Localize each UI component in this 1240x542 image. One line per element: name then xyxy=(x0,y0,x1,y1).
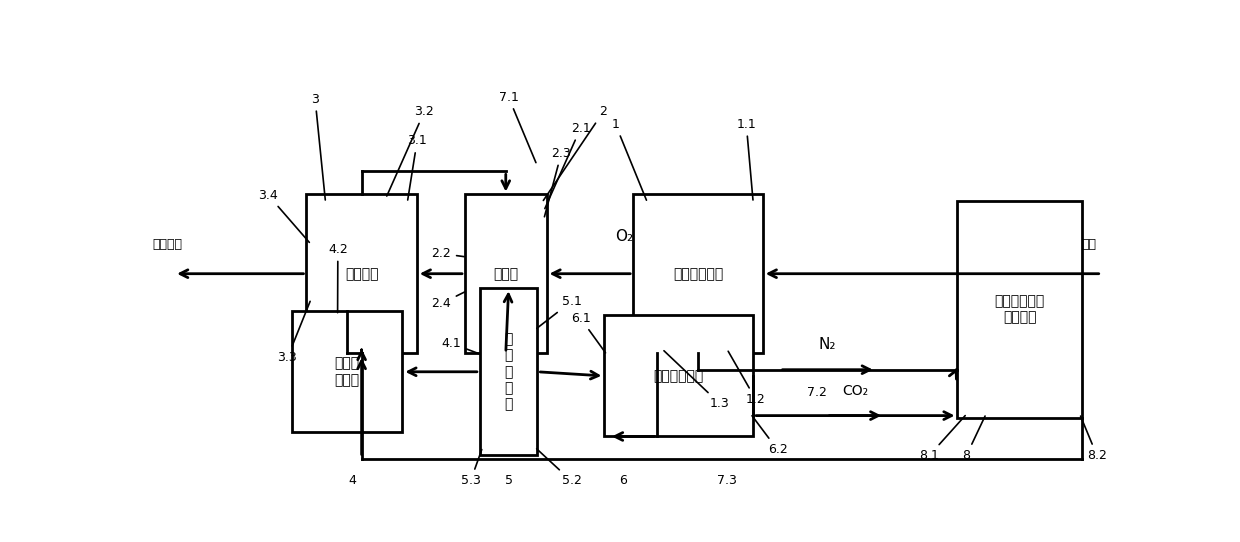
Text: 5.1: 5.1 xyxy=(537,295,582,328)
Text: 7.3: 7.3 xyxy=(717,474,737,487)
Text: 1.1: 1.1 xyxy=(737,118,756,200)
Bar xyxy=(291,311,403,433)
Bar xyxy=(465,195,547,353)
Text: 2.1: 2.1 xyxy=(544,122,590,209)
Bar xyxy=(306,195,417,353)
Text: 7.2: 7.2 xyxy=(807,386,827,399)
Text: 3.1: 3.1 xyxy=(407,134,427,200)
Text: 3.4: 3.4 xyxy=(258,189,309,242)
Text: 燃气锅炉: 燃气锅炉 xyxy=(345,267,378,281)
Text: 天然气水合物
储藏系统: 天然气水合物 储藏系统 xyxy=(994,294,1045,324)
Text: 5.3: 5.3 xyxy=(460,449,482,487)
Text: 4.1: 4.1 xyxy=(441,337,480,354)
Text: 1.2: 1.2 xyxy=(728,351,766,406)
Text: 1: 1 xyxy=(611,118,646,200)
Text: 2: 2 xyxy=(543,105,608,201)
Text: 8: 8 xyxy=(962,416,985,462)
Text: 5: 5 xyxy=(505,474,512,487)
Text: 循环水
加热器: 循环水 加热器 xyxy=(335,357,360,387)
Text: 3.2: 3.2 xyxy=(387,105,434,196)
Text: N₂: N₂ xyxy=(818,337,837,352)
Text: 2.4: 2.4 xyxy=(432,292,465,310)
Text: 1.3: 1.3 xyxy=(663,351,729,410)
Text: 7.1: 7.1 xyxy=(498,91,536,163)
Text: CO₂: CO₂ xyxy=(842,384,868,398)
Text: 空气: 空气 xyxy=(1081,238,1096,251)
Text: 8.2: 8.2 xyxy=(1080,416,1107,462)
Text: O₂: O₂ xyxy=(615,229,634,244)
Bar xyxy=(634,195,763,353)
Text: 2.2: 2.2 xyxy=(432,247,464,260)
Text: 3.3: 3.3 xyxy=(278,301,310,364)
Text: 3: 3 xyxy=(311,93,325,200)
Text: 6.1: 6.1 xyxy=(570,312,605,353)
Text: 5.2: 5.2 xyxy=(537,449,582,487)
Text: 烟
气
冷
凝
器: 烟 气 冷 凝 器 xyxy=(505,332,513,411)
Text: 4: 4 xyxy=(348,474,356,487)
Bar xyxy=(604,315,753,436)
Text: 4.2: 4.2 xyxy=(327,243,347,313)
Text: 换热器: 换热器 xyxy=(494,267,518,281)
Text: 6: 6 xyxy=(620,474,627,487)
Bar xyxy=(480,288,537,455)
Text: 压缩冷却装置: 压缩冷却装置 xyxy=(653,369,704,383)
Text: 8.1: 8.1 xyxy=(919,416,965,462)
Text: 蒸汽发电: 蒸汽发电 xyxy=(153,238,182,251)
Text: 空气分离装置: 空气分离装置 xyxy=(673,267,723,281)
Text: 6.2: 6.2 xyxy=(751,416,787,456)
Text: 2.3: 2.3 xyxy=(544,147,572,217)
Bar xyxy=(957,201,1083,418)
